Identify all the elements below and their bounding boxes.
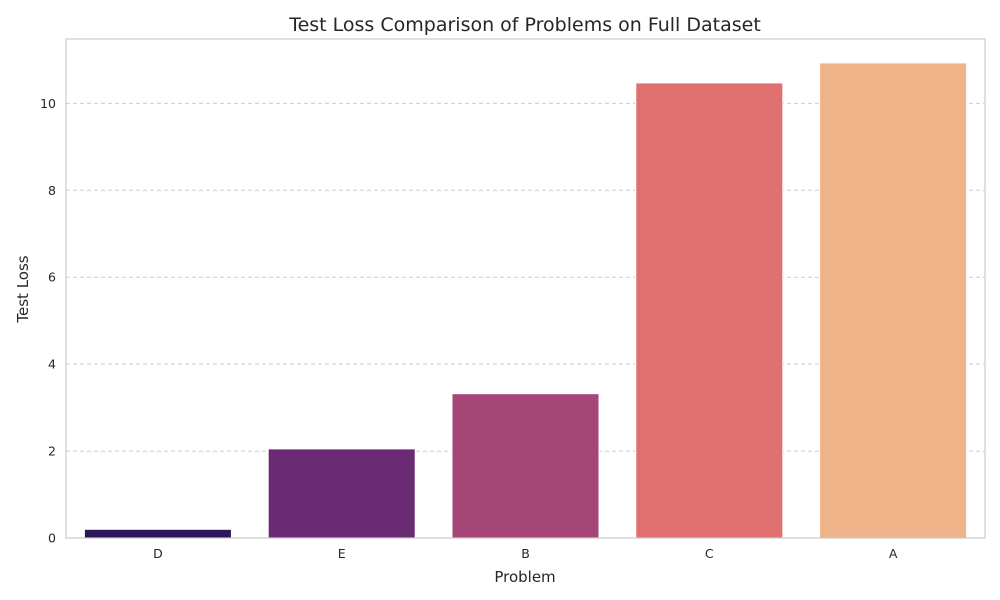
y-tick-label: 2 bbox=[48, 444, 56, 459]
x-tick-label: C bbox=[705, 546, 714, 561]
bar-C bbox=[635, 82, 784, 539]
bar-E bbox=[267, 448, 416, 539]
y-axis-label: Test Loss bbox=[14, 255, 32, 323]
bar-B bbox=[451, 393, 600, 539]
plot-frame bbox=[65, 38, 986, 539]
y-tick-label: 0 bbox=[48, 531, 56, 546]
chart-title: Test Loss Comparison of Problems on Full… bbox=[288, 14, 761, 36]
y-tick-labels: 0 2 4 6 8 10 bbox=[40, 96, 56, 546]
x-tick-label: A bbox=[889, 546, 898, 561]
y-tick-label: 6 bbox=[48, 270, 56, 285]
x-tick-label: E bbox=[338, 546, 346, 561]
y-tick-label: 10 bbox=[40, 96, 56, 111]
x-tick-label: B bbox=[521, 546, 530, 561]
bar-D bbox=[83, 528, 232, 539]
bars bbox=[83, 62, 968, 539]
bar-A bbox=[819, 62, 968, 539]
x-axis-label: Problem bbox=[494, 568, 555, 586]
y-tick-label: 8 bbox=[48, 183, 56, 198]
x-tick-label: D bbox=[153, 546, 163, 561]
y-tick-label: 4 bbox=[48, 357, 56, 372]
